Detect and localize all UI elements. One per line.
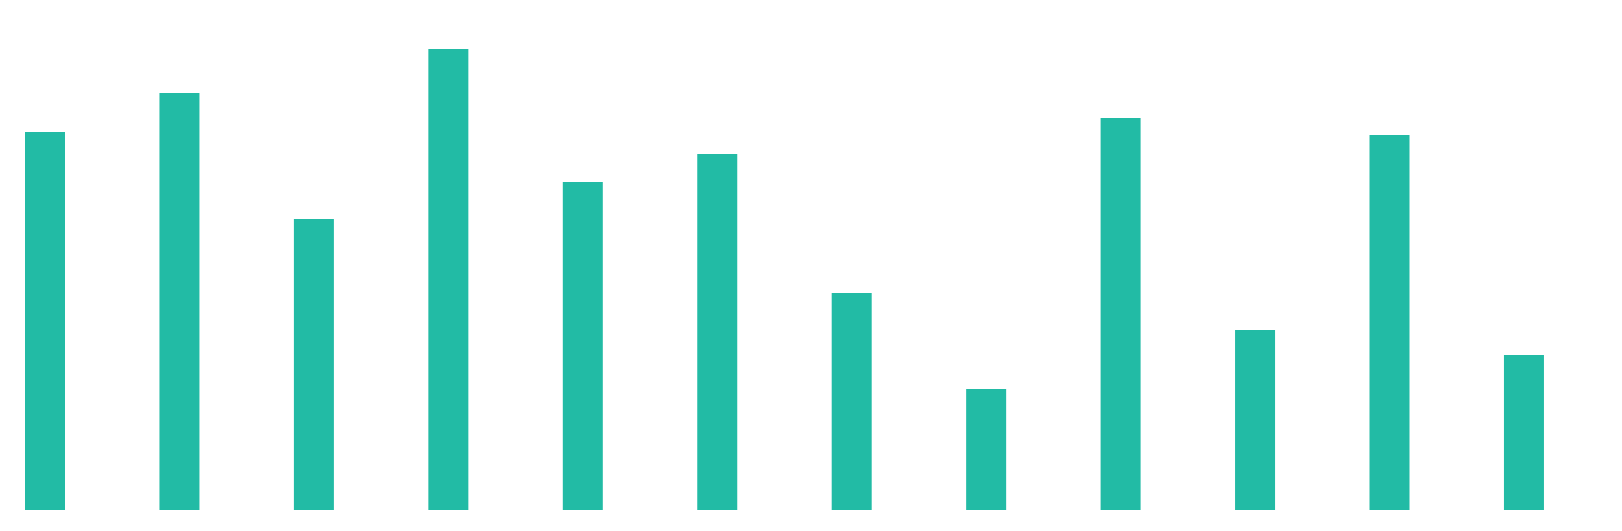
bar bbox=[1503, 355, 1544, 510]
bar bbox=[831, 293, 872, 510]
bar bbox=[1369, 135, 1410, 510]
bar bbox=[697, 154, 738, 510]
bar bbox=[562, 182, 603, 510]
bar bbox=[966, 389, 1007, 510]
bar bbox=[159, 93, 200, 510]
bar bbox=[1100, 118, 1141, 510]
bar bbox=[293, 219, 334, 510]
bar bbox=[1235, 330, 1276, 510]
bar bbox=[428, 49, 469, 510]
bar bbox=[25, 132, 65, 510]
